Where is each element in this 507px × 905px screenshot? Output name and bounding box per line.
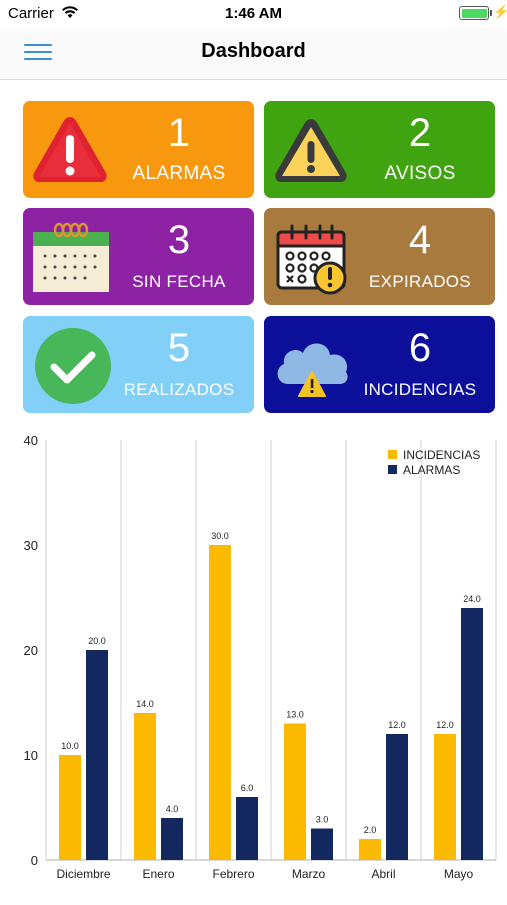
alarm-triangle-icon	[29, 111, 111, 189]
bar-chart: 0 10 20 30 40 10.0 20.0 Diciembre 14.0 4.0 Enero 30…	[0, 428, 507, 900]
data-label: 6.0	[241, 783, 254, 793]
data-label: 2.0	[364, 825, 377, 835]
bar-incidencias	[209, 545, 231, 860]
battery-level	[461, 8, 487, 18]
bar-alarmas	[161, 818, 183, 860]
battery-icon	[459, 6, 489, 20]
tile-count: 6	[408, 326, 432, 370]
bar-incidencias	[59, 755, 81, 860]
data-label: 3.0	[316, 815, 329, 825]
calendar-expired-icon	[270, 218, 352, 296]
x-tick-label: Abril	[371, 867, 395, 881]
tile-label: SIN FECHA	[132, 272, 226, 291]
tile-count: 2	[408, 111, 432, 155]
data-label: 12.0	[436, 720, 454, 730]
clock: 1:46 AM	[225, 5, 282, 22]
status-bar: Carrier 1:46 AM ⚡	[0, 0, 507, 28]
x-tick-label: Marzo	[292, 867, 326, 881]
carrier-label: Carrier	[8, 5, 54, 22]
page-title: Dashboard	[201, 40, 306, 62]
x-tick-label: Diciembre	[56, 867, 110, 881]
tile-alarmas[interactable]: 1 ALARMAS	[23, 101, 254, 198]
x-tick-label: Febrero	[212, 867, 254, 881]
tile-realizados[interactable]: 5 REALIZADOS	[23, 316, 254, 413]
bar-chart-svg: 0 10 20 30 40 10.0 20.0 Diciembre 14.0 4.0 Enero 30…	[24, 433, 497, 881]
tile-label: INCIDENCIAS	[363, 380, 477, 399]
bar-alarmas	[86, 650, 108, 860]
legend-swatch	[388, 465, 397, 474]
tile-label: ALARMAS	[132, 163, 226, 184]
tile-count: 5	[167, 326, 191, 370]
battery-tip	[490, 10, 492, 16]
charging-icon: ⚡	[493, 4, 507, 19]
data-label: 14.0	[136, 699, 154, 709]
bar-alarmas	[461, 608, 483, 860]
y-tick-label: 40	[24, 433, 38, 448]
tile-sin-fecha[interactable]: 3 SIN FECHA	[23, 208, 254, 305]
warning-triangle-icon	[270, 111, 352, 189]
y-tick-label: 20	[24, 643, 38, 658]
tile-expirados[interactable]: 4 EXPIRADOS	[264, 208, 495, 305]
tile-incidencias[interactable]: 6 INCIDENCIAS	[264, 316, 495, 413]
nav-bar: Dashboard	[0, 28, 507, 80]
tile-count: 4	[408, 218, 432, 262]
legend-label: ALARMAS	[403, 463, 460, 477]
y-tick-label: 30	[24, 538, 38, 553]
data-label: 13.0	[286, 710, 304, 720]
y-tick-label: 10	[24, 748, 38, 763]
tile-label: EXPIRADOS	[369, 272, 471, 291]
legend-label: INCIDENCIAS	[403, 448, 480, 462]
legend-swatch	[388, 450, 397, 459]
data-label: 30.0	[211, 531, 229, 541]
tile-avisos[interactable]: 2 AVISOS	[264, 101, 495, 198]
tile-count: 3	[167, 218, 191, 262]
bar-alarmas	[236, 797, 258, 860]
tile-label: AVISOS	[384, 163, 456, 184]
data-label: 20.0	[88, 636, 106, 646]
cloud-warning-icon	[270, 326, 352, 404]
bar-alarmas	[386, 734, 408, 860]
data-label: 24.0	[463, 594, 481, 604]
bar-incidencias	[134, 713, 156, 860]
wifi-icon	[61, 5, 79, 24]
data-label: 10.0	[61, 741, 79, 751]
hamburger-menu-icon[interactable]	[24, 41, 54, 63]
y-tick-label: 0	[31, 853, 38, 868]
tile-label: REALIZADOS	[123, 380, 235, 399]
data-label: 12.0	[388, 720, 406, 730]
tile-count: 1	[167, 111, 191, 155]
bar-incidencias	[434, 734, 456, 860]
check-circle-icon	[29, 326, 111, 404]
data-label: 4.0	[166, 804, 179, 814]
calendar-icon	[29, 218, 111, 296]
x-tick-label: Mayo	[444, 867, 474, 881]
bar-incidencias	[284, 723, 306, 860]
x-tick-label: Enero	[142, 867, 174, 881]
bar-alarmas	[311, 828, 333, 860]
bar-incidencias	[359, 839, 381, 860]
